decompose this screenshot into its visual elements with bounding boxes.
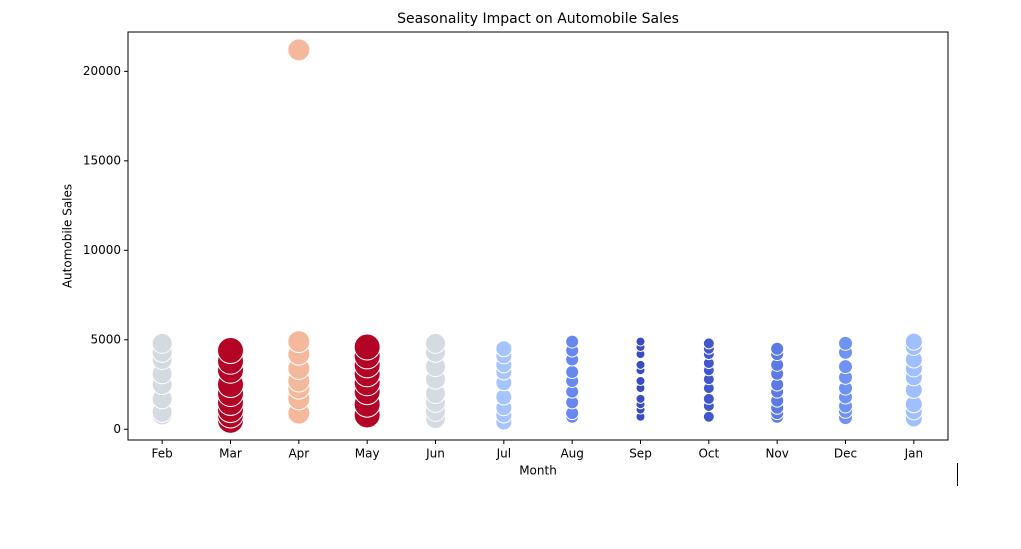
point	[565, 365, 580, 379]
y-tick-label: 5000	[90, 332, 121, 346]
point	[904, 332, 923, 351]
x-tick-label: Oct	[698, 447, 719, 461]
y-tick-label: 20000	[83, 64, 121, 78]
point	[217, 337, 244, 365]
point	[425, 332, 446, 354]
y-tick-label: 15000	[83, 153, 121, 167]
x-axis-label: Month	[519, 464, 557, 478]
point	[702, 392, 715, 405]
x-tick-label: Aug	[560, 447, 583, 461]
chart-title: Seasonality Impact on Automobile Sales	[397, 11, 679, 27]
point	[635, 375, 646, 386]
point	[495, 340, 513, 358]
x-tick-label: Jul	[496, 447, 511, 461]
point	[635, 359, 646, 370]
point	[287, 38, 311, 62]
point	[838, 335, 853, 351]
x-tick-label: Apr	[288, 447, 309, 461]
point	[287, 330, 311, 354]
point	[353, 333, 381, 361]
point	[635, 393, 646, 404]
x-tick-label: Feb	[152, 447, 173, 461]
point	[635, 336, 646, 347]
y-axis-label: Automobile Sales	[61, 184, 75, 288]
point	[702, 410, 715, 423]
point	[495, 388, 513, 406]
point	[151, 332, 173, 354]
point	[770, 341, 785, 356]
x-tick-label: Dec	[834, 447, 857, 461]
y-tick-label: 0	[113, 422, 121, 436]
y-tick-label: 10000	[83, 243, 121, 257]
point	[565, 334, 580, 349]
x-tick-label: Sep	[629, 447, 652, 461]
x-tick-label: Jan	[904, 447, 924, 461]
x-tick-label: Nov	[765, 447, 788, 461]
point	[838, 359, 853, 375]
x-tick-label: Jun	[425, 447, 445, 461]
x-tick-label: Mar	[219, 447, 242, 461]
x-tick-label: May	[355, 447, 380, 461]
plot-frame	[127, 31, 949, 441]
point	[702, 337, 715, 350]
